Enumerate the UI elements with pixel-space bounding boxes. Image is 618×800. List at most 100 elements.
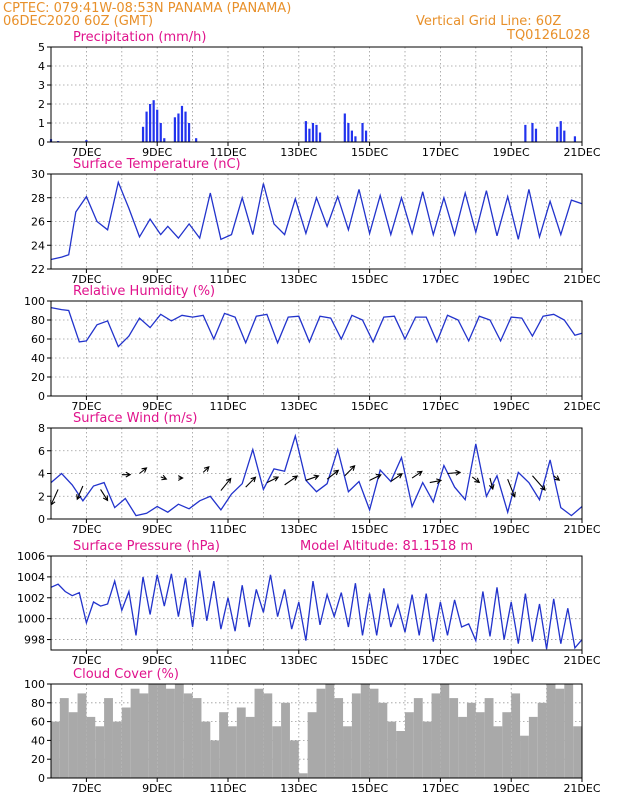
y-tick-label: 20 — [31, 371, 45, 384]
cloud-bar — [360, 684, 370, 778]
x-tick-label: 19DEC — [493, 273, 530, 286]
panel-1: 0 1 2 3 4 5 7DEC 9DEC 11DEC 13DEC 15DEC 17DEC 19DEC 2… — [38, 30, 601, 159]
cloud-bar — [289, 740, 299, 778]
x-tick-label: 15DEC — [351, 146, 388, 159]
plot-frame — [50, 46, 583, 143]
cloud-bar — [228, 726, 237, 778]
cloud-bar — [493, 726, 503, 778]
precip-bar — [361, 123, 364, 142]
y-tick-label: 5 — [38, 41, 45, 54]
y-tick-label: 40 — [31, 352, 45, 365]
x-tick-label: 13DEC — [280, 523, 317, 536]
y-tick-label: 0 — [38, 513, 45, 526]
precip-bar — [354, 136, 357, 142]
cloud-bar — [139, 693, 149, 778]
precip-bar — [159, 123, 162, 142]
y-tick-label: 60 — [31, 333, 45, 346]
series-line — [50, 180, 583, 261]
y-tick-label: 26 — [31, 216, 45, 229]
cloud-bar — [475, 712, 485, 778]
cloud-bar — [449, 698, 459, 778]
precip-bar — [311, 123, 315, 142]
x-tick-label: 9DEC — [142, 782, 172, 795]
y-tick-label: 40 — [31, 734, 45, 747]
wind-arrow — [121, 471, 132, 478]
wind-arrow — [471, 476, 481, 484]
panel-title: Surface Temperature (nC) — [73, 157, 241, 172]
cloud-bar — [245, 716, 255, 778]
cloud-bar — [369, 688, 379, 778]
plot-frame — [50, 555, 583, 651]
x-tick-label: 13DEC — [280, 146, 317, 159]
precip-bar — [318, 132, 322, 142]
model-altitude-note: Model Altitude: 81.1518 m — [300, 539, 473, 554]
precip-bar — [524, 124, 527, 142]
cloud-bar — [210, 740, 220, 778]
cloud-bar — [68, 712, 78, 778]
cloud-bar — [413, 698, 423, 778]
x-tick-label: 11DEC — [209, 400, 246, 413]
y-tick-label: 1 — [38, 117, 45, 130]
x-tick-label: 17DEC — [422, 146, 459, 159]
y-tick-label: 80 — [31, 314, 45, 327]
cloud-bar — [564, 684, 574, 778]
precip-bar — [180, 105, 184, 142]
wind-arrow — [50, 489, 59, 506]
y-tick-label: 80 — [31, 697, 45, 710]
panel-title: Surface Pressure (hPa) — [73, 539, 220, 554]
x-tick-label: 21DEC — [563, 400, 600, 413]
panel-4: 0 2 4 6 8 7DEC 9DEC 11DEC 13DEC 15DEC 17DEC 19DEC 21… — [38, 411, 601, 536]
cloud-bar — [272, 726, 282, 778]
precip-bar — [534, 128, 538, 142]
wind-arrow — [220, 477, 232, 491]
cloud-bar — [440, 684, 450, 778]
cloud-bar — [537, 702, 547, 778]
y-tick-label: 100 — [24, 678, 45, 691]
x-tick-label: 15DEC — [351, 523, 388, 536]
precip-bar — [559, 121, 562, 142]
wind-arrow — [369, 474, 382, 481]
y-tick-label: 4 — [38, 60, 45, 73]
x-tick-label: 7DEC — [71, 273, 101, 286]
cloud-bar — [307, 712, 317, 778]
y-tick-label: 6 — [38, 445, 45, 458]
cloud-bar — [466, 702, 476, 778]
wind-arrow — [266, 476, 280, 484]
precip-bar — [563, 130, 566, 142]
cloud-bar — [334, 698, 344, 778]
cloud-bar — [511, 693, 521, 778]
x-tick-label: 13DEC — [280, 654, 317, 667]
header-grid-note: Vertical Grid Line: 60Z — [416, 14, 561, 29]
cloud-bar — [148, 684, 158, 778]
panel-title: Cloud Cover (%) — [73, 667, 179, 682]
panel-3: 0 20 40 60 80 100 7DEC 9DEC 11DEC 13DEC 15DEC 17DEC… — [24, 284, 601, 413]
x-tick-label: 21DEC — [563, 146, 600, 159]
series-line — [50, 306, 583, 348]
cloud-bar — [201, 721, 211, 778]
x-tick-label: 7DEC — [71, 400, 101, 413]
wind-arrow — [553, 475, 561, 481]
wind-arrow — [326, 469, 340, 480]
x-tick-label: 17DEC — [422, 654, 459, 667]
cloud-bar — [104, 698, 113, 778]
cloud-bar — [298, 773, 308, 778]
y-tick-label: 24 — [31, 239, 45, 252]
x-tick-label: 21DEC — [563, 273, 600, 286]
x-tick-label: 7DEC — [71, 523, 101, 536]
x-tick-label: 15DEC — [351, 782, 388, 795]
panel-5: 998 1000 1002 1004 1006 7DEC 9DEC 11DEC 13DEC 15D… — [17, 539, 601, 667]
precip-bar — [531, 123, 534, 142]
precip-bar — [177, 113, 180, 142]
x-tick-label: 13DEC — [280, 400, 317, 413]
cloud-bar — [121, 707, 131, 778]
wind-arrow — [488, 477, 495, 491]
header-date: 06DEC2020 60Z (GMT) — [3, 14, 153, 29]
wind-arrow — [532, 475, 546, 491]
y-tick-label: 1000 — [17, 613, 45, 626]
cloud-bar — [343, 726, 352, 778]
cloud-bar — [378, 702, 388, 778]
cloud-bar — [422, 721, 432, 778]
precip-bar — [184, 111, 187, 142]
y-tick-label: 20 — [31, 753, 45, 766]
y-tick-label: 0 — [38, 136, 45, 149]
